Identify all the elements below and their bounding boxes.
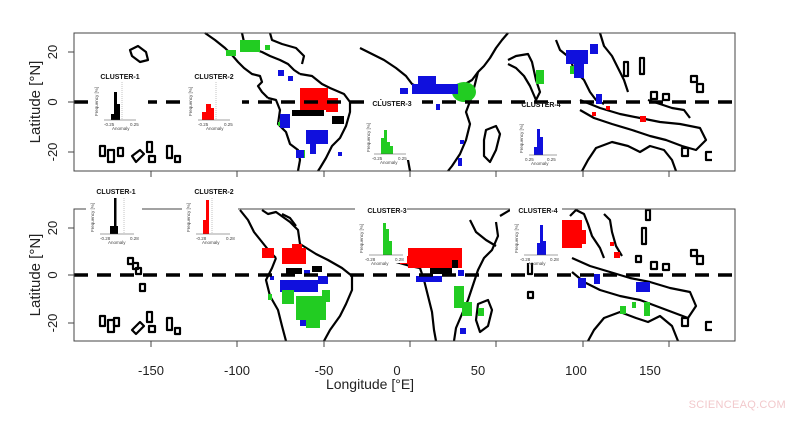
bottom-y-axis: 20 0 -20 Latitude [°N] — [27, 221, 74, 333]
svg-text:Anomaly: Anomaly — [371, 261, 389, 266]
bottom-panel: 20 0 -20 Latitude [°N] -150 -100 -50 0 5… — [27, 186, 736, 392]
svg-text:Frequency [%]: Frequency [%] — [366, 123, 371, 152]
svg-text:0.28: 0.28 — [130, 236, 139, 241]
inset-title: CLUSTER-3 — [367, 208, 406, 215]
y-tick-0: 0 — [45, 271, 60, 278]
svg-text:0.25: 0.25 — [398, 156, 407, 161]
y-axis-label: Latitude [°N] — [27, 61, 44, 144]
svg-text:-0.25: -0.25 — [104, 122, 115, 127]
bottom-inset-cluster-3: CLUSTER-3 -0.28 0.28 Anomaly Frequency [… — [355, 205, 407, 266]
svg-text:-0.28: -0.28 — [365, 257, 376, 262]
svg-text:-0.25: -0.25 — [372, 156, 383, 161]
x-tick-neg100: -100 — [224, 363, 250, 378]
svg-text:-0.28: -0.28 — [520, 257, 531, 262]
svg-text:Anomaly: Anomaly — [528, 261, 546, 266]
top-x-ticks — [150, 171, 670, 177]
inset-title: CLUSTER-4 — [521, 102, 560, 109]
svg-text:Frequency [%]: Frequency [%] — [514, 224, 519, 253]
top-inset-cluster-2: CLUSTER-2 -0.25 0.25 Anomaly Frequency [… — [182, 74, 242, 131]
svg-text:Anomaly: Anomaly — [206, 126, 224, 131]
top-cluster-points — [226, 40, 646, 166]
x-tick-neg150: -150 — [138, 363, 164, 378]
inset-title: CLUSTER-2 — [194, 189, 233, 196]
svg-text:0.28: 0.28 — [226, 236, 235, 241]
y-tick-neg20: -20 — [45, 314, 60, 333]
svg-text:Anomaly: Anomaly — [531, 161, 549, 166]
inset-title: CLUSTER-1 — [96, 189, 135, 196]
bottom-x-axis: -150 -100 -50 0 50 100 150 Longitude [°E… — [138, 341, 670, 392]
svg-text:Frequency [%]: Frequency [%] — [90, 203, 95, 232]
svg-text:0.25: 0.25 — [525, 157, 534, 162]
bottom-inset-cluster-2: CLUSTER-2 -0.28 0.28 Anomaly Frequency [… — [182, 186, 238, 245]
svg-text:Anomaly: Anomaly — [202, 240, 220, 245]
top-inset-cluster-4: CLUSTER-4 0.25 0.25 Anomaly Frequency [%… — [519, 102, 561, 166]
x-tick-neg50: -50 — [315, 363, 334, 378]
bottom-inset-cluster-4: CLUSTER-4 -0.28 0.28 Anomaly Frequency [… — [510, 205, 562, 266]
bottom-inset-cluster-1: CLUSTER-1 -0.28 0.28 Anomaly Frequency [… — [86, 186, 142, 245]
inset-title: CLUSTER-1 — [100, 74, 139, 81]
svg-text:Anomaly: Anomaly — [112, 126, 130, 131]
svg-text:Anomaly: Anomaly — [380, 160, 398, 165]
svg-text:Frequency [%]: Frequency [%] — [359, 224, 364, 253]
svg-text:0.25: 0.25 — [224, 122, 233, 127]
bottom-cluster-points — [262, 220, 650, 334]
svg-text:-0.25: -0.25 — [198, 122, 209, 127]
watermark: SCIENCEAQ.COM — [688, 399, 786, 411]
y-axis-label: Latitude [°N] — [27, 234, 44, 317]
x-axis-label: Longitude [°E] — [326, 376, 414, 392]
top-inset-cluster-3: CLUSTER-3 -0.25 0.25 Anomaly Frequency [… — [364, 100, 422, 165]
svg-text:Frequency [%]: Frequency [%] — [94, 87, 99, 116]
x-tick-100: 100 — [565, 363, 587, 378]
svg-text:-0.28: -0.28 — [100, 236, 111, 241]
top-panel: 20 0 -20 Latitude [°N] — [27, 32, 736, 177]
svg-text:0.25: 0.25 — [547, 157, 556, 162]
inset-title: CLUSTER-4 — [518, 208, 557, 215]
svg-text:Frequency [%]: Frequency [%] — [186, 203, 191, 232]
svg-text:Frequency [%]: Frequency [%] — [188, 87, 193, 116]
y-tick-20: 20 — [45, 45, 60, 59]
inset-title: CLUSTER-3 — [372, 101, 411, 108]
top-inset-cluster-1: CLUSTER-1 -0.25 0.25 Anomaly Frequency [… — [88, 74, 148, 131]
svg-text:Frequency [%]: Frequency [%] — [519, 124, 524, 153]
top-frame — [73, 32, 736, 172]
x-tick-50: 50 — [471, 363, 485, 378]
y-tick-20: 20 — [45, 221, 60, 235]
svg-text:0.25: 0.25 — [130, 122, 139, 127]
svg-text:-0.28: -0.28 — [196, 236, 207, 241]
x-tick-150: 150 — [639, 363, 661, 378]
svg-text:0.28: 0.28 — [550, 257, 559, 262]
top-y-axis: 20 0 -20 Latitude [°N] — [27, 45, 74, 162]
inset-title: CLUSTER-2 — [194, 74, 233, 81]
svg-text:0.28: 0.28 — [395, 257, 404, 262]
x-tick-0: 0 — [393, 363, 400, 378]
y-tick-0: 0 — [45, 98, 60, 105]
svg-text:Anomaly: Anomaly — [108, 240, 126, 245]
y-tick-neg20: -20 — [45, 143, 60, 162]
